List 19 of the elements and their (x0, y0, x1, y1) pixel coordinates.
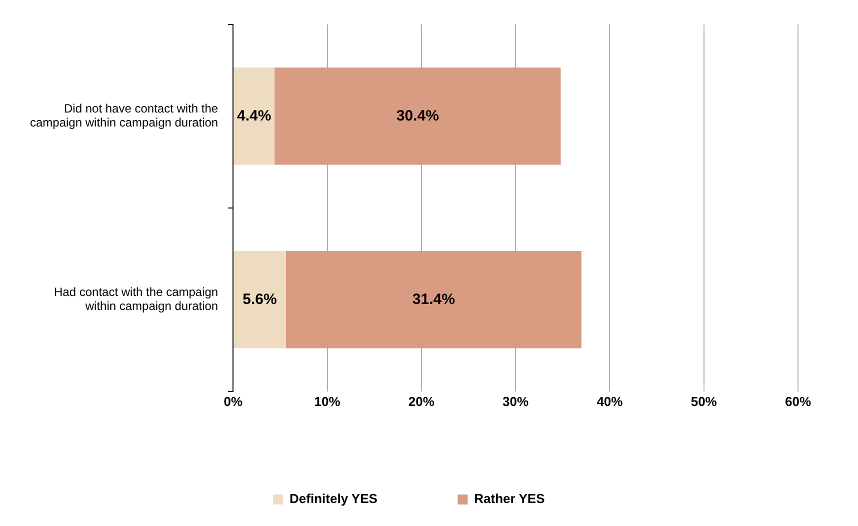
x-tick-label: 20% (408, 394, 435, 409)
data-label: 4.4% (236, 107, 272, 124)
legend-label: Definitely YES (290, 491, 378, 506)
bar (234, 68, 275, 165)
x-tick-label: 60% (784, 394, 812, 409)
x-tick-label: 10% (314, 394, 341, 409)
x-tick-label: 40% (596, 394, 624, 409)
x-tick-label: 30% (502, 394, 529, 409)
y-tick-label: Had contact with the campaign within campaign duration (54, 284, 218, 314)
bar (274, 68, 561, 165)
data-label: 30.4% (396, 107, 439, 124)
x-tick-label: 0% (224, 394, 243, 409)
y-tick-label: Did not have contact with the campaign within campaign duration (30, 101, 218, 130)
legend-label: Rather YES (474, 491, 546, 506)
data-label: 5.6% (242, 290, 277, 308)
data-label: 31.4% (412, 290, 455, 308)
bar (234, 251, 286, 348)
bar (286, 251, 582, 348)
x-tick-label: 50% (690, 394, 718, 409)
